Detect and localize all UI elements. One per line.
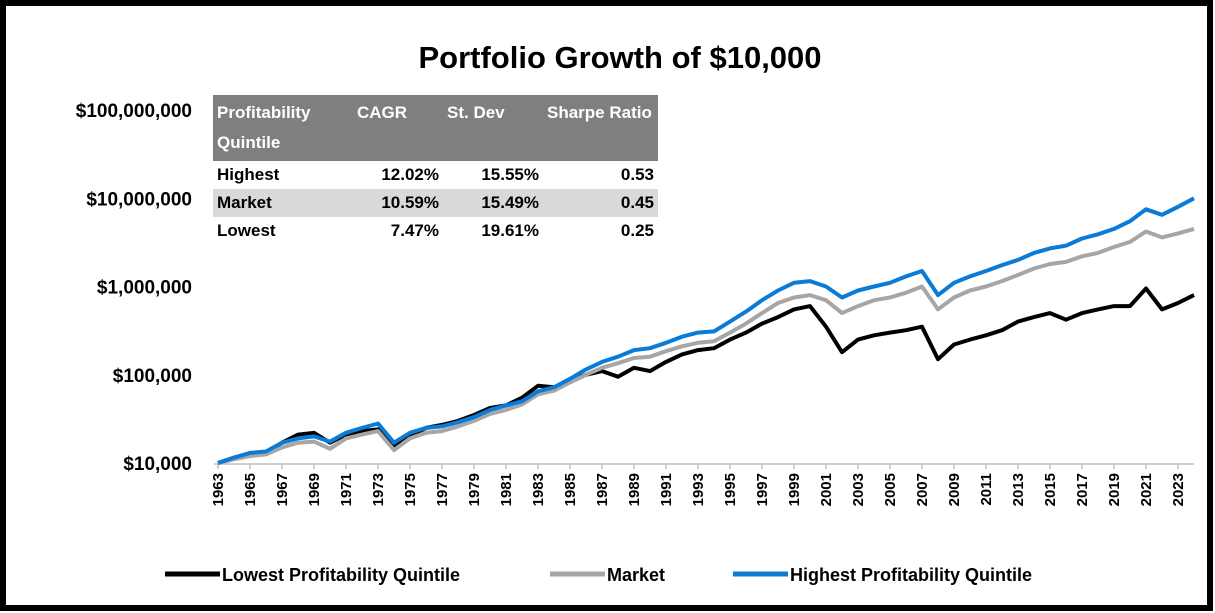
x-tick-label: 1981	[498, 473, 515, 506]
table-cell: 0.45	[543, 189, 658, 217]
x-tick-label: 2007	[914, 473, 931, 506]
table-body: Highest 12.02% 15.55% 0.53 Market 10.59% 15.49…	[213, 161, 658, 245]
x-tick-label: 2005	[882, 473, 899, 506]
x-tick-label: 2017	[1074, 473, 1091, 506]
x-tick-label: 2013	[1010, 473, 1027, 506]
legend-label: Market	[607, 565, 665, 585]
series-line	[217, 226, 1195, 465]
x-tick-label: 1973	[370, 473, 387, 506]
legend-item: Lowest Profitability Quintile	[165, 565, 460, 585]
x-tick-label: 2003	[850, 473, 867, 506]
x-tick-label: 1995	[722, 473, 739, 506]
table-cell: Highest	[217, 165, 280, 184]
x-tick-label: 1965	[242, 473, 259, 506]
y-tick-label: $1,000,000	[97, 278, 192, 299]
legend-label: Highest Profitability Quintile	[790, 565, 1032, 585]
table-cell: 19.61%	[481, 221, 539, 240]
x-tick-label: 1991	[658, 473, 675, 506]
table-cell: 10.59%	[353, 189, 443, 217]
table-cell: 15.55%	[481, 165, 539, 184]
table-header: Profitability Quintile CAGR St. Dev Sharpe …	[213, 95, 658, 161]
table-row: Market 10.59% 15.49% 0.45	[213, 189, 658, 217]
x-tick-label: 1985	[562, 473, 579, 506]
table-cell: 0.53	[620, 165, 654, 184]
y-tick-label: $10,000	[123, 454, 192, 475]
x-tick-label: 1969	[306, 473, 323, 506]
table-cell: 15.49%	[443, 189, 543, 217]
y-tick-label: $100,000,000	[76, 101, 192, 122]
x-tick-label: 1997	[754, 473, 771, 506]
x-tick-label: 1967	[274, 473, 291, 506]
legend-label: Lowest Profitability Quintile	[222, 565, 460, 585]
x-tick-label: 1971	[338, 473, 355, 506]
legend-item: Market	[550, 565, 665, 585]
table-cell: Lowest	[217, 221, 276, 240]
table-cell: 7.47%	[390, 221, 439, 240]
table-row: Highest 12.02% 15.55% 0.53	[213, 161, 658, 189]
x-tick-label: 2011	[978, 473, 995, 506]
table-cell: 0.25	[620, 221, 654, 240]
x-tick-label: 2021	[1138, 473, 1155, 506]
table-cell: 12.02%	[381, 165, 439, 184]
x-tick-label: 1993	[690, 473, 707, 506]
x-tick-label: 1983	[530, 473, 547, 506]
x-tick-label: 1987	[594, 473, 611, 506]
table-header-cell: Profitability Quintile	[213, 95, 353, 161]
x-tick-label: 2009	[946, 473, 963, 506]
stats-table: Profitability Quintile CAGR St. Dev Sharpe …	[213, 95, 658, 245]
x-tick-label: 1975	[402, 473, 419, 506]
legend-item: Highest Profitability Quintile	[733, 565, 1032, 585]
table-cell: Market	[213, 189, 353, 217]
x-tick-label: 2001	[818, 473, 835, 506]
x-tick-label: 2015	[1042, 473, 1059, 506]
y-tick-label: $100,000	[113, 366, 192, 387]
x-tick-label: 1979	[466, 473, 483, 506]
x-tick-label: 1999	[786, 473, 803, 506]
table-header-cell: CAGR	[353, 95, 443, 161]
series-line	[217, 196, 1195, 465]
table-header-cell: Sharpe Ratio	[543, 95, 658, 161]
chart-title: Portfolio Growth of $10,000	[418, 40, 821, 75]
x-tick-label: 2019	[1106, 473, 1123, 506]
table-header-cell: St. Dev	[443, 95, 543, 161]
table-row: Lowest 7.47% 19.61% 0.25	[213, 217, 658, 245]
y-tick-label: $10,000,000	[86, 189, 192, 210]
x-tick-label: 1977	[434, 473, 451, 506]
x-tick-label: 1963	[210, 473, 227, 506]
x-tick-label: 1989	[626, 473, 643, 506]
x-tick-label: 2023	[1170, 473, 1187, 506]
series-line	[217, 286, 1195, 465]
